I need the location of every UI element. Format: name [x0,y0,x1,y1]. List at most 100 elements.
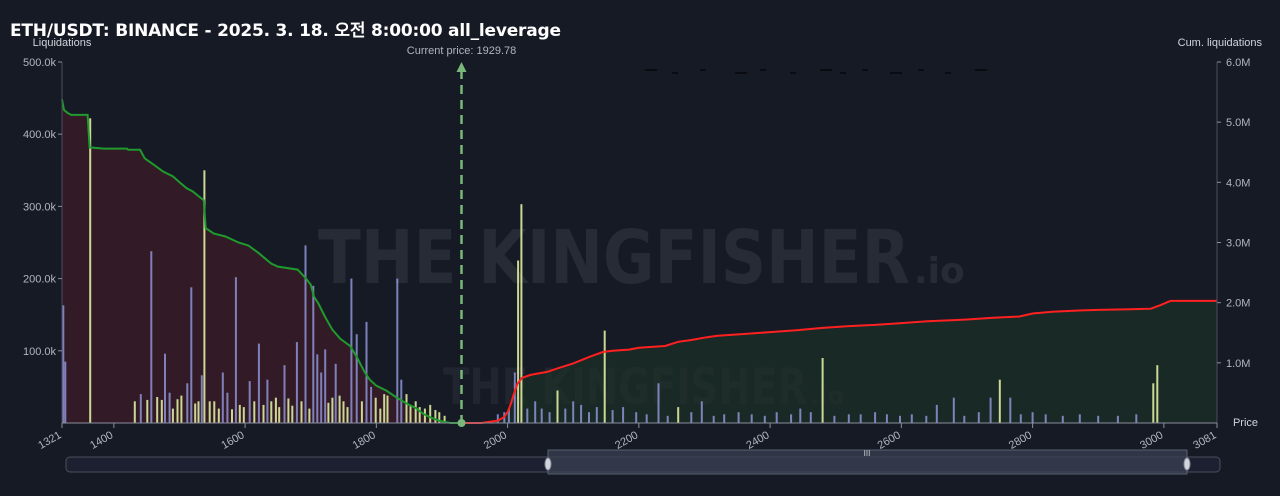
short-liquidation-bar [64,361,67,423]
short-liquidation-bar [690,412,693,423]
long-liquidation-bar [291,405,294,423]
legend-mark [735,72,747,74]
short-liquidation-bar [723,414,726,423]
short-liquidation-bar [365,321,368,423]
long-liquidation-bar [156,397,159,423]
long-liquidation-bar [203,170,206,423]
short-liquidation-bar [370,386,373,423]
long-liquidation-bar [89,118,92,424]
long-liquidation-bar [342,401,345,423]
short-liquidation-bar [221,372,224,423]
x-tick-label: 2400 [744,429,771,452]
long-liquidation-bar [386,395,389,423]
short-liquidation-bar [580,404,583,423]
long-liquidation-bar [300,401,303,423]
short-liquidation-bar [952,397,955,423]
short-liquidation-bar [925,415,928,423]
short-liquidation-bar [350,278,353,423]
current-price-marker: Current price: 1929.78 [407,45,516,427]
long-liquidation-bar [418,407,421,423]
y-left-tick-label: 200.0k [23,274,57,286]
short-liquidation-bar [874,412,877,423]
long-liquidation-bar [414,401,417,423]
long-liquidation-bar [360,401,363,423]
long-liquidation-bar [160,399,163,423]
short-liquidation-bar [847,414,850,423]
long-liquidation-bar [821,358,824,423]
x-tick-label: 2600 [876,429,903,452]
long-liquidation-bar [146,399,149,423]
short-liquidation-bar [534,401,537,423]
cumulative-lines [61,99,1217,424]
short-liquidation-bar [295,342,298,423]
short-liquidation-bar [1019,414,1022,423]
y-left-tick-label: 100.0k [23,346,57,358]
long-liquidation-bar [208,401,211,423]
long-liquidation-bar [520,204,523,423]
long-liquidation-bar [434,410,437,423]
legend-mark [862,69,868,71]
short-liquidation-bar [186,383,189,423]
long-liquidation-bar [443,415,446,423]
short-liquidation-bar [226,392,229,423]
long-liquidation-bar [1156,365,1159,423]
x-tick-label: 1400 [88,429,115,452]
long-liquidation-bar [331,397,334,423]
x-tick-label: 3000 [1138,429,1165,452]
legend-mark [890,72,902,74]
y-right-tick-label: 5.0M [1226,117,1250,129]
zoom-scrollbar[interactable]: III [65,449,1221,475]
short-liquidation-bar [666,415,669,423]
long-liquidation-bar [262,404,265,423]
short-liquidation-bar [833,415,836,423]
cum-long-area [62,99,462,424]
long-liquidation-bar [238,404,241,423]
x-tick-label: 1600 [219,429,246,452]
y-right-tick-label: 2.0M [1226,298,1250,310]
short-liquidation-bar [526,408,529,423]
short-liquidation-bar [168,392,171,423]
short-liquidation-bar [977,412,980,423]
short-liquidation-bar [799,408,802,423]
long-liquidation-bar [998,379,1001,423]
short-liquidation-bar [1078,414,1081,423]
short-liquidation-bar [763,415,766,423]
long-liquidation-bar [231,409,233,423]
short-liquidation-bar [1031,412,1034,423]
short-liquidation-bar [712,415,715,423]
short-liquidation-bar [355,334,358,423]
short-liquidation-bar [334,363,337,423]
long-liquidation-bar [308,408,311,423]
short-liquidation-bar [324,349,327,423]
short-liquidation-bar [62,305,65,423]
current-price-label: Current price: 1929.78 [407,45,516,57]
scrollbar-right-handle[interactable] [1183,457,1191,471]
long-liquidation-bar [346,407,349,423]
long-liquidation-bar [438,412,441,423]
liquidation-bars [62,118,1159,424]
short-liquidation-bar [564,408,567,423]
long-liquidation-bar [379,408,382,423]
scrollbar-left-handle[interactable] [544,457,552,471]
long-liquidation-bar [194,403,197,423]
short-liquidation-bar [139,394,142,423]
short-liquidation-bar [312,285,315,423]
long-liquidation-bar [1152,383,1155,423]
short-liquidation-bar [595,407,598,423]
short-liquidation-bar [190,287,193,423]
short-liquidation-bar [809,412,812,423]
current-price-arrow [456,62,467,72]
y-right-tick-label: 6.0M [1226,57,1250,69]
short-liquidation-bar [657,383,660,423]
scrollbar-grip[interactable]: III [864,449,871,458]
short-liquidation-bar [316,354,319,423]
x-tick-label: 2000 [482,429,509,452]
current-price-dot [457,419,466,427]
short-liquidation-bar [645,414,648,423]
long-liquidation-bar [176,399,179,423]
long-liquidation-bar [338,395,341,423]
legend-mark [945,72,951,74]
long-liquidation-bar [429,404,432,423]
long-liquidation-bar [274,397,277,423]
